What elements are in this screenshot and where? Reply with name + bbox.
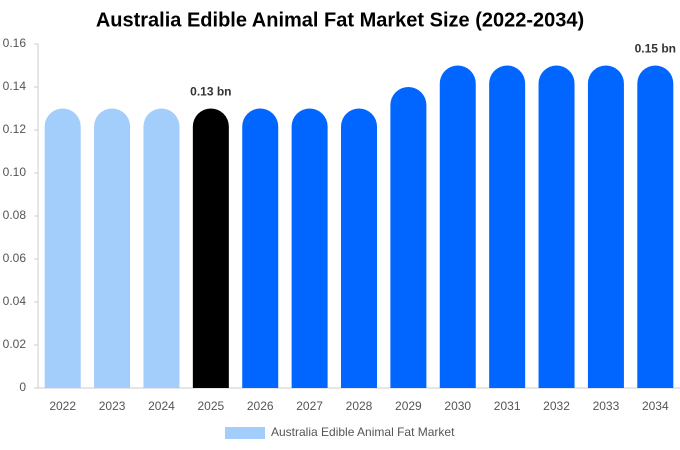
y-tick-label: 0 [19, 380, 26, 394]
y-tick-label: 0.14 [3, 79, 27, 93]
x-tick-label: 2031 [494, 399, 521, 413]
bar [439, 65, 476, 388]
y-tick-label: 0.02 [3, 337, 27, 351]
x-tick-label: 2033 [593, 399, 620, 413]
bar [291, 108, 328, 388]
x-tick-label: 2023 [99, 399, 126, 413]
x-tick-label: 2028 [346, 399, 373, 413]
x-tick-label: 2029 [395, 399, 422, 413]
x-tick-label: 2026 [247, 399, 274, 413]
bar [637, 65, 674, 388]
x-tick-label: 2030 [444, 399, 471, 413]
y-tick-label: 0.16 [3, 36, 27, 50]
legend-swatch [225, 427, 265, 439]
bar [192, 108, 229, 388]
x-tick-label: 2027 [296, 399, 323, 413]
bar [538, 65, 575, 388]
bar [242, 108, 279, 388]
bar [94, 108, 131, 388]
bar [341, 108, 377, 388]
y-tick-label: 0.10 [3, 165, 27, 179]
y-tick-label: 0.08 [3, 208, 27, 222]
chart-title: Australia Edible Animal Fat Market Size … [96, 9, 584, 31]
bar [489, 65, 526, 388]
x-tick-label: 2022 [49, 399, 76, 413]
x-tick-label: 2034 [642, 399, 669, 413]
value-label: 0.13 bn [190, 85, 231, 99]
y-tick-label: 0.04 [3, 294, 27, 308]
x-tick-label: 2032 [543, 399, 570, 413]
value-label: 0.15 bn [635, 42, 676, 56]
x-tick-label: 2024 [148, 399, 175, 413]
y-tick-label: 0.06 [3, 251, 27, 265]
x-tick-label: 2025 [197, 399, 224, 413]
bar [587, 65, 624, 388]
legend-label: Australia Edible Animal Fat Market [271, 425, 455, 439]
bar [143, 108, 180, 388]
bar [44, 108, 81, 388]
y-tick-label: 0.12 [3, 122, 27, 136]
bar [390, 87, 427, 388]
